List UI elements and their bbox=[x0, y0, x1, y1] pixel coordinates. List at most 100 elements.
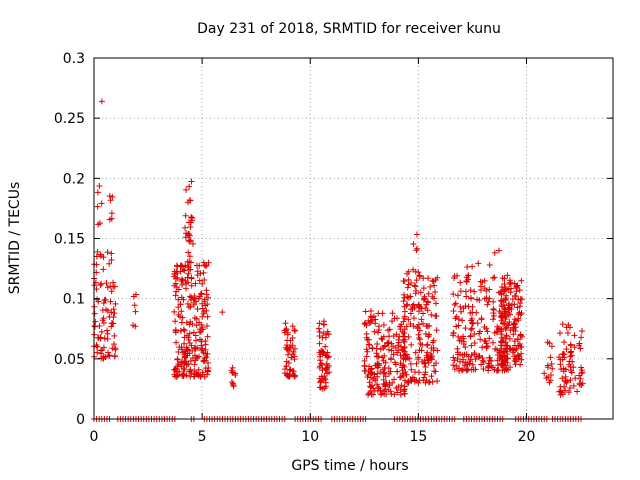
data-point bbox=[317, 379, 324, 386]
data-point bbox=[460, 305, 467, 312]
data-point bbox=[423, 377, 430, 384]
y-tick-label: 0.1 bbox=[63, 292, 85, 308]
data-point bbox=[191, 361, 198, 368]
data-point bbox=[94, 248, 101, 255]
data-point bbox=[185, 249, 192, 256]
data-point bbox=[505, 300, 512, 307]
data-point bbox=[392, 344, 399, 351]
data-point bbox=[174, 269, 181, 276]
data-point bbox=[420, 320, 427, 327]
data-point bbox=[192, 337, 199, 344]
data-point bbox=[392, 361, 399, 368]
data-point bbox=[388, 347, 395, 354]
data-point bbox=[432, 289, 439, 296]
data-point bbox=[418, 316, 425, 323]
data-point bbox=[399, 370, 406, 377]
data-point bbox=[461, 351, 468, 358]
data-point bbox=[541, 370, 548, 377]
data-point bbox=[175, 296, 182, 303]
data-point bbox=[454, 345, 461, 352]
data-point bbox=[427, 283, 434, 290]
data-point bbox=[368, 365, 375, 372]
data-point bbox=[411, 376, 418, 383]
data-point bbox=[484, 301, 491, 308]
data-point bbox=[367, 369, 374, 376]
data-point bbox=[384, 339, 391, 346]
data-point bbox=[572, 375, 579, 382]
data-point bbox=[421, 295, 428, 302]
data-point bbox=[563, 346, 570, 353]
data-point bbox=[479, 355, 486, 362]
data-point bbox=[413, 231, 420, 238]
data-point bbox=[178, 327, 185, 334]
data-point bbox=[430, 362, 437, 369]
data-point bbox=[325, 353, 332, 360]
data-point bbox=[325, 331, 332, 338]
data-point bbox=[408, 341, 415, 348]
data-point bbox=[457, 279, 464, 286]
data-point bbox=[501, 353, 508, 360]
data-point bbox=[286, 373, 293, 380]
data-point bbox=[192, 346, 199, 353]
data-point bbox=[201, 296, 208, 303]
data-point bbox=[370, 391, 377, 398]
data-point bbox=[100, 254, 107, 261]
data-point bbox=[567, 377, 574, 384]
data-point bbox=[416, 327, 423, 334]
data-point bbox=[502, 286, 509, 293]
data-point bbox=[570, 364, 577, 371]
data-point bbox=[578, 364, 585, 371]
data-point bbox=[468, 326, 475, 333]
data-point bbox=[413, 245, 420, 252]
data-point bbox=[172, 275, 179, 282]
data-point bbox=[510, 324, 517, 331]
data-point bbox=[480, 366, 487, 373]
data-point bbox=[405, 281, 412, 288]
data-point bbox=[420, 310, 427, 317]
data-point bbox=[191, 373, 198, 380]
data-point bbox=[108, 250, 115, 257]
data-point bbox=[420, 374, 427, 381]
data-point bbox=[316, 320, 323, 327]
data-point bbox=[107, 197, 114, 204]
data-point bbox=[184, 300, 191, 307]
data-point bbox=[367, 307, 374, 314]
data-point bbox=[404, 293, 411, 300]
data-point bbox=[423, 301, 430, 308]
data-point bbox=[456, 337, 463, 344]
data-point bbox=[407, 320, 414, 327]
data-point bbox=[110, 320, 117, 327]
data-point bbox=[106, 260, 113, 267]
data-point bbox=[281, 370, 288, 377]
data-point bbox=[363, 346, 370, 353]
data-point bbox=[286, 372, 293, 379]
data-point bbox=[94, 349, 101, 356]
data-point bbox=[189, 217, 196, 224]
data-point bbox=[374, 353, 381, 360]
data-point bbox=[323, 331, 330, 338]
data-point bbox=[198, 338, 205, 345]
data-point bbox=[106, 352, 113, 359]
data-point bbox=[491, 274, 498, 281]
data-point bbox=[413, 287, 420, 294]
y-axis-label: SRMTID / TECUs bbox=[7, 182, 23, 295]
data-point bbox=[385, 346, 392, 353]
data-point bbox=[510, 325, 517, 332]
data-point bbox=[101, 297, 108, 304]
data-point bbox=[491, 249, 498, 256]
data-point bbox=[195, 295, 202, 302]
data-point bbox=[408, 366, 415, 373]
data-point bbox=[171, 308, 178, 315]
data-point bbox=[367, 384, 374, 391]
data-point bbox=[517, 295, 524, 302]
data-point bbox=[475, 260, 482, 267]
data-point bbox=[401, 308, 408, 315]
data-point bbox=[425, 275, 432, 282]
data-point bbox=[417, 340, 424, 347]
data-point bbox=[564, 330, 571, 337]
data-point bbox=[111, 310, 118, 317]
data-point bbox=[400, 372, 407, 379]
data-point bbox=[567, 363, 574, 370]
data-point bbox=[108, 309, 115, 316]
